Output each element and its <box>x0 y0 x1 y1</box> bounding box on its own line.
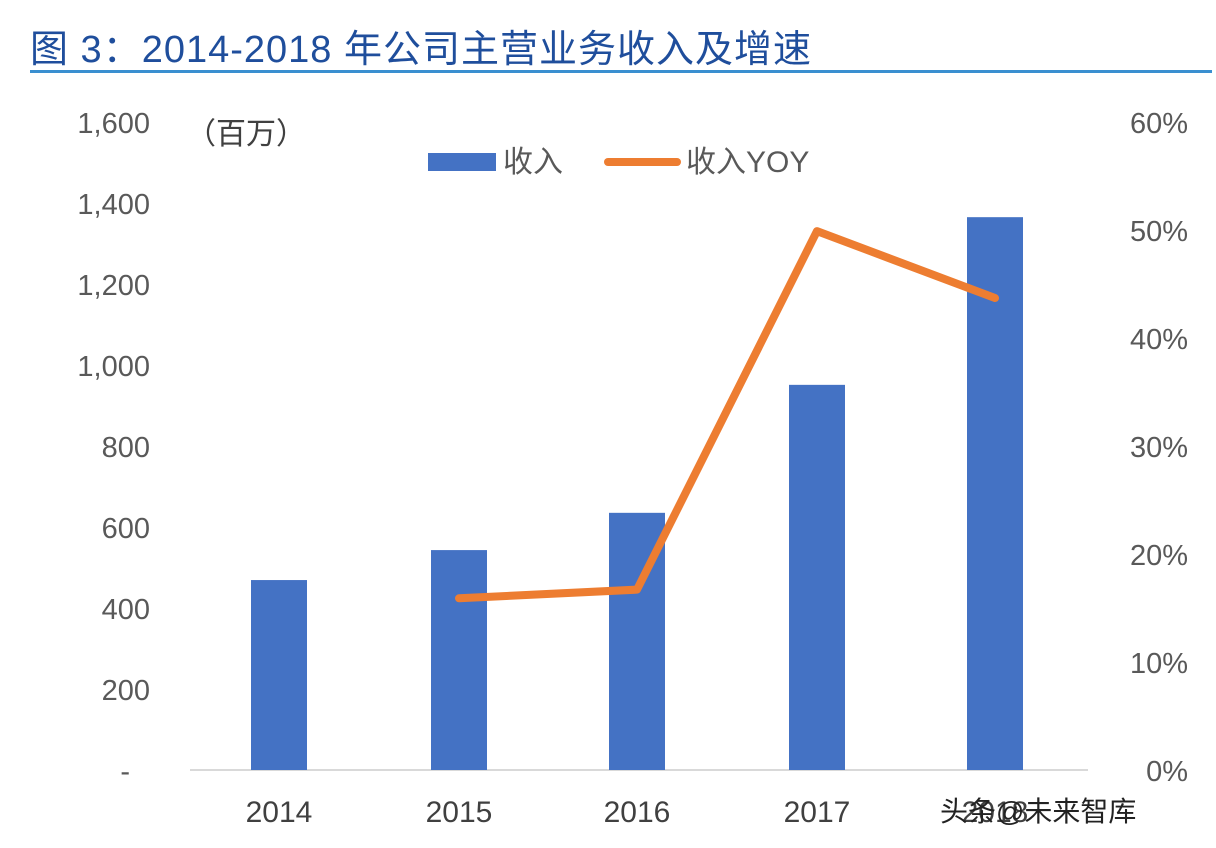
unit-label: （百万） <box>186 118 306 151</box>
left-tick-label: - <box>120 756 130 788</box>
watermark: 头条@未来智库 <box>940 796 1137 827</box>
title-divider <box>30 70 1212 73</box>
right-tick-label: 0% <box>1146 756 1188 788</box>
x-tick-label: 2015 <box>426 796 493 829</box>
x-tick-label: 2014 <box>246 796 313 829</box>
revenue-bar <box>967 217 1023 771</box>
legend-bar-swatch <box>428 153 496 171</box>
revenue-bar <box>251 580 307 770</box>
left-tick-label: 1,600 <box>77 108 150 140</box>
page-title: 图 3：2014-2018 年公司主营业务收入及增速 <box>30 29 812 71</box>
left-tick-label: 1,400 <box>77 189 150 221</box>
yoy-line <box>455 227 999 603</box>
right-tick-label: 40% <box>1130 324 1188 356</box>
right-tick-label: 50% <box>1130 216 1188 248</box>
right-tick-label: 60% <box>1130 108 1188 140</box>
revenue-bars <box>251 217 1023 771</box>
left-tick-label: 400 <box>102 594 150 626</box>
revenue-bar <box>789 384 845 770</box>
right-tick-label: 30% <box>1130 432 1188 464</box>
x-tick-label: 2018 <box>962 796 1029 829</box>
left-tick-label: 1,000 <box>77 351 150 383</box>
x-tick-label: 2016 <box>604 796 671 829</box>
legend: 收入 收入YOY <box>428 146 809 179</box>
right-axis-ticks: 0% 10% 20% 30% 40% 50% 60% <box>1130 108 1188 788</box>
left-tick-label: 600 <box>102 513 150 545</box>
x-axis-ticks: 2014 2015 2016 2017 2018 <box>246 796 1029 829</box>
left-tick-label: 800 <box>102 432 150 464</box>
right-tick-label: 20% <box>1130 540 1188 572</box>
left-tick-label: 200 <box>102 675 150 707</box>
right-tick-label: 10% <box>1130 648 1188 680</box>
left-tick-label: 1,200 <box>77 270 150 302</box>
left-axis-ticks: - 200 400 600 800 1,000 1,200 1,400 1,600 <box>77 108 150 788</box>
x-tick-label: 2017 <box>784 796 851 829</box>
revenue-bar <box>431 550 487 770</box>
legend-label-revenue: 收入 <box>503 146 563 179</box>
legend-label-yoy: 收入YOY <box>686 146 809 179</box>
